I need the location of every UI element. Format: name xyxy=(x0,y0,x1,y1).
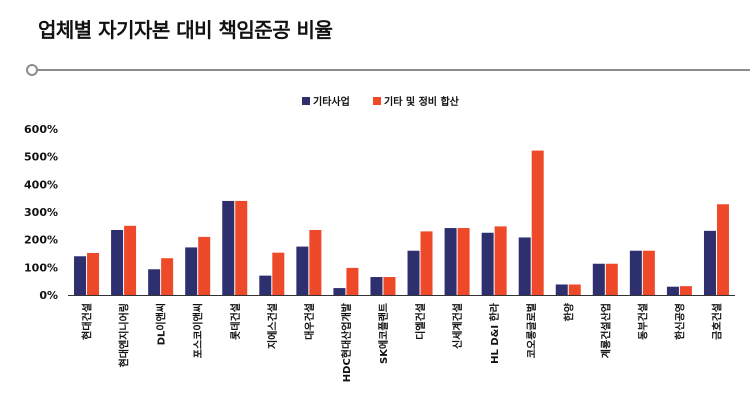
bar-series1 xyxy=(222,200,235,295)
bar-series1 xyxy=(296,246,309,295)
legend-swatch-series1 xyxy=(302,97,310,105)
x-tick-label: 신세계건설 xyxy=(451,303,464,349)
x-tick-label: 한양 xyxy=(563,302,575,321)
y-tick-label: 200% xyxy=(24,234,58,247)
bar-series1 xyxy=(703,230,716,295)
x-tick-label: 금호건설 xyxy=(710,303,723,340)
bar-series2 xyxy=(383,277,396,295)
legend-label-series1: 기타사업 xyxy=(313,95,350,108)
x-tick-label: 한신공영 xyxy=(673,303,686,340)
bar-series2 xyxy=(124,225,137,295)
x-tick-label: 지에스건설 xyxy=(266,303,279,349)
legend-label-series2: 기타 및 정비 합산 xyxy=(384,95,460,108)
bar-series1 xyxy=(148,269,161,295)
y-tick-label: 600% xyxy=(24,123,58,136)
page-title: 업체별 자기자본 대비 책임준공 비율 xyxy=(38,18,333,42)
bar-series1 xyxy=(481,232,494,295)
bar-series1 xyxy=(111,229,124,295)
bar-series2 xyxy=(272,252,285,295)
bar-series1 xyxy=(185,247,198,295)
bar-series2 xyxy=(420,231,433,295)
x-tick-label: DL이앤씨 xyxy=(155,303,168,345)
x-tick-label: 계룡건설산업 xyxy=(599,303,612,358)
x-tick-label: HDC현대산업개발 xyxy=(340,302,353,382)
x-tick-label: 포스코이앤씨 xyxy=(192,303,205,358)
x-tick-label: 동부건설 xyxy=(636,303,649,340)
x-tick-label: 코오롱글로벌 xyxy=(525,303,538,358)
bar-series2 xyxy=(716,204,729,295)
bar-series2 xyxy=(87,252,100,295)
y-axis-ticks: 0% 100% 200% 300% 400% 500% 600% xyxy=(24,123,58,302)
bar-series2 xyxy=(531,150,544,295)
legend-swatch-series2 xyxy=(373,97,381,105)
bar-series2 xyxy=(198,236,211,295)
bar-series1 xyxy=(259,275,272,295)
bar-series2 xyxy=(161,258,174,295)
x-tick-label: 현대건설 xyxy=(81,303,94,340)
bar-series2 xyxy=(568,284,581,295)
x-tick-label: 디엘건설 xyxy=(414,303,427,340)
x-axis-labels: 현대건설 현대엔지니어링 DL이앤씨 포스코이앤씨 롯데건설 지에스건설 대우건설 HDC현대… xyxy=(81,302,724,382)
bar-series1 xyxy=(555,284,568,295)
legend: 기타사업 기타 및 정비 합산 xyxy=(302,95,460,108)
bar-series1 xyxy=(518,237,531,295)
bar-series2 xyxy=(309,229,322,295)
bar-series2 xyxy=(346,267,359,295)
bar-series1 xyxy=(407,250,420,295)
bars xyxy=(74,150,729,295)
bar-series1 xyxy=(629,250,642,295)
divider-dot xyxy=(26,64,38,76)
bar-series2 xyxy=(457,228,470,295)
bar-series1 xyxy=(666,286,679,295)
y-tick-label: 400% xyxy=(24,178,58,191)
x-tick-label: 롯데건설 xyxy=(229,303,242,340)
bar-series1 xyxy=(370,277,383,295)
bar-series2 xyxy=(605,263,618,295)
x-tick-label: 대우건설 xyxy=(303,303,316,340)
y-tick-label: 300% xyxy=(24,206,58,219)
y-tick-label: 500% xyxy=(24,151,58,164)
y-tick-label: 0% xyxy=(39,289,58,302)
x-tick-label: SK에코플랜트 xyxy=(377,303,390,364)
title-divider xyxy=(34,69,750,71)
bar-series1 xyxy=(592,263,605,295)
bar-series1 xyxy=(444,228,457,295)
bar-series2 xyxy=(494,226,507,295)
bar-series1 xyxy=(333,288,346,295)
bar-series2 xyxy=(642,250,655,295)
bar-series2 xyxy=(235,200,248,295)
x-tick-label: HL D&I 한라 xyxy=(488,302,501,364)
x-tick-label: 현대엔지니어링 xyxy=(118,303,131,367)
y-tick-label: 100% xyxy=(24,261,58,274)
bar-series1 xyxy=(74,256,87,295)
bar-series2 xyxy=(679,286,692,295)
